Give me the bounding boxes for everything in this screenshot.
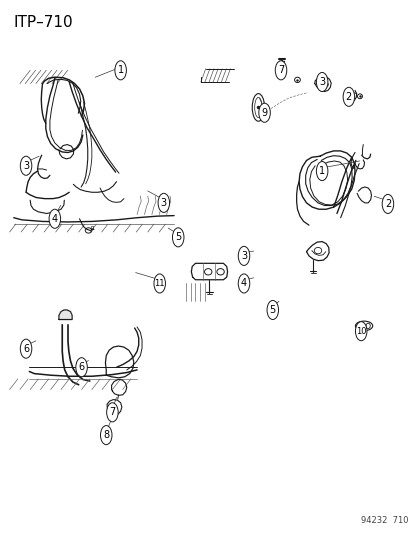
Text: 5: 5	[269, 305, 275, 315]
Text: 2: 2	[345, 92, 351, 102]
Text: 4: 4	[240, 278, 247, 288]
Text: 3: 3	[318, 77, 325, 87]
Ellipse shape	[76, 358, 87, 377]
Ellipse shape	[20, 339, 32, 358]
Text: 5: 5	[175, 232, 181, 243]
Text: 6: 6	[23, 344, 29, 354]
Ellipse shape	[316, 161, 327, 181]
Ellipse shape	[275, 61, 286, 80]
Text: 6: 6	[78, 362, 84, 372]
Text: 1: 1	[318, 166, 325, 176]
Ellipse shape	[381, 195, 393, 214]
Ellipse shape	[115, 61, 126, 80]
Ellipse shape	[20, 156, 32, 175]
Text: 94232  710: 94232 710	[360, 516, 408, 525]
Text: 8: 8	[103, 430, 109, 440]
Text: ITP–710: ITP–710	[14, 14, 73, 30]
Text: 7: 7	[109, 407, 115, 417]
Ellipse shape	[107, 403, 118, 422]
Ellipse shape	[355, 321, 366, 341]
Ellipse shape	[342, 87, 354, 107]
Ellipse shape	[238, 246, 249, 265]
Ellipse shape	[172, 228, 183, 247]
Text: 9: 9	[261, 108, 267, 118]
Text: 11: 11	[154, 279, 164, 288]
Ellipse shape	[258, 103, 270, 122]
Ellipse shape	[316, 72, 327, 92]
Text: 7: 7	[277, 66, 283, 75]
Ellipse shape	[154, 274, 165, 293]
Ellipse shape	[100, 425, 112, 445]
Ellipse shape	[238, 274, 249, 293]
Text: 3: 3	[240, 251, 247, 261]
Ellipse shape	[49, 209, 60, 228]
Ellipse shape	[158, 193, 169, 213]
Text: 2: 2	[384, 199, 390, 209]
Text: 4: 4	[52, 214, 58, 224]
Ellipse shape	[355, 321, 372, 330]
Text: 1: 1	[117, 66, 123, 75]
Text: 3: 3	[160, 198, 166, 208]
Text: 3: 3	[23, 161, 29, 171]
Ellipse shape	[266, 301, 278, 319]
Text: 10: 10	[355, 327, 366, 336]
Text: R: R	[90, 226, 94, 231]
